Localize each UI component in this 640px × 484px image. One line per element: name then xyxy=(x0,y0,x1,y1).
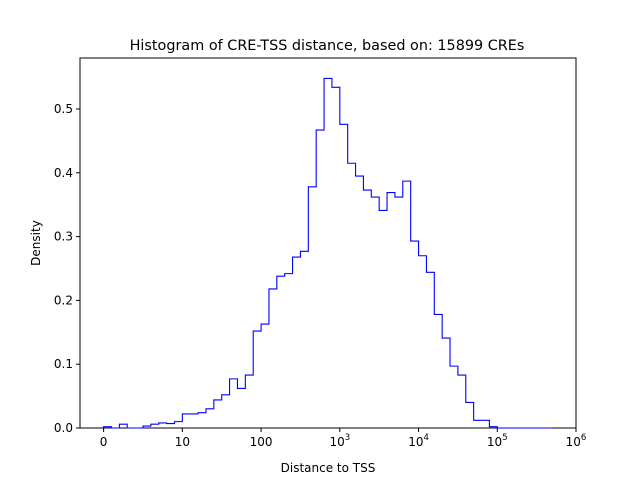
x-axis: 0 10 100 103 104 105 106 xyxy=(100,428,587,449)
x-tick-label: 106 xyxy=(566,433,587,449)
plot-frame xyxy=(79,57,577,429)
x-tick-label: 105 xyxy=(487,433,508,449)
y-tick-label: 0.4 xyxy=(54,166,73,180)
plot-area xyxy=(79,57,577,429)
y-tick-label: 0.0 xyxy=(54,421,73,435)
y-tick-label: 0.3 xyxy=(54,230,73,244)
x-tick-label: 100 xyxy=(250,435,273,449)
y-tick-label: 0.2 xyxy=(54,293,73,307)
x-axis-label: Distance to TSS xyxy=(281,461,376,475)
y-tick-label: 0.1 xyxy=(54,357,73,371)
y-tick-label: 0.5 xyxy=(54,102,73,116)
x-tick-label: 0 xyxy=(100,435,108,449)
chart-title: Histogram of CRE-TSS distance, based on:… xyxy=(130,38,525,54)
y-axis-label: Density xyxy=(29,220,43,266)
histogram-step-line xyxy=(103,77,553,429)
x-tick-label: 104 xyxy=(408,433,429,449)
y-axis: 0.0 0.1 0.2 0.3 0.4 0.5 xyxy=(54,102,80,435)
x-tick-label: 103 xyxy=(329,433,350,449)
x-tick-label: 10 xyxy=(175,435,190,449)
